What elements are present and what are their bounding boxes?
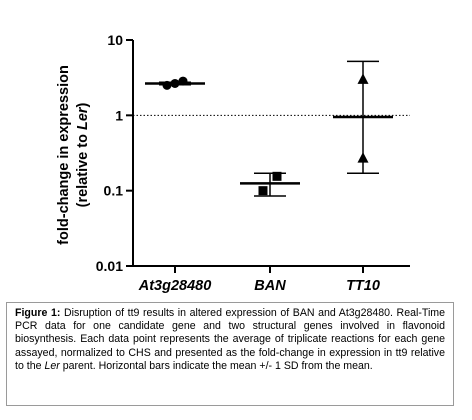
y-tick-label-0: 10 bbox=[107, 32, 123, 48]
chart: fold-change in expression (relative to L… bbox=[56, 32, 410, 294]
y-axis-label-line2: (relative to Ler) bbox=[75, 102, 91, 207]
x-tick-label-0: At3g28480 bbox=[138, 278, 212, 294]
x-tick-label-1: BAN bbox=[254, 278, 286, 294]
caption-text-2: parent. Horizontal bars indicate the mea… bbox=[59, 359, 373, 372]
data-point-BAN-0 bbox=[258, 186, 268, 196]
caption-text-1: Disruption of tt9 results in altered exp… bbox=[15, 307, 446, 372]
y-tick-label-2: 0.1 bbox=[104, 183, 124, 199]
y-axis-label-suffix: ) bbox=[75, 102, 91, 107]
caption-text-italic: Ler bbox=[44, 359, 60, 372]
y-axis-label-prefix: (relative to bbox=[75, 130, 91, 207]
y-axis-label-line1: fold-change in expression bbox=[56, 65, 72, 245]
caption-label: Figure 1: bbox=[15, 307, 61, 319]
data-point-BAN-1 bbox=[272, 171, 282, 181]
x-tick-label-2: TT10 bbox=[346, 278, 380, 294]
y-tick-label-1: 1 bbox=[115, 107, 123, 123]
figure-caption: Figure 1: Disruption of tt9 results in a… bbox=[6, 302, 454, 406]
y-tick-label-3: 0.01 bbox=[96, 258, 123, 274]
y-axis-label-italic: Ler bbox=[75, 106, 91, 130]
y-axis-label: fold-change in expression (relative to L… bbox=[56, 65, 91, 245]
